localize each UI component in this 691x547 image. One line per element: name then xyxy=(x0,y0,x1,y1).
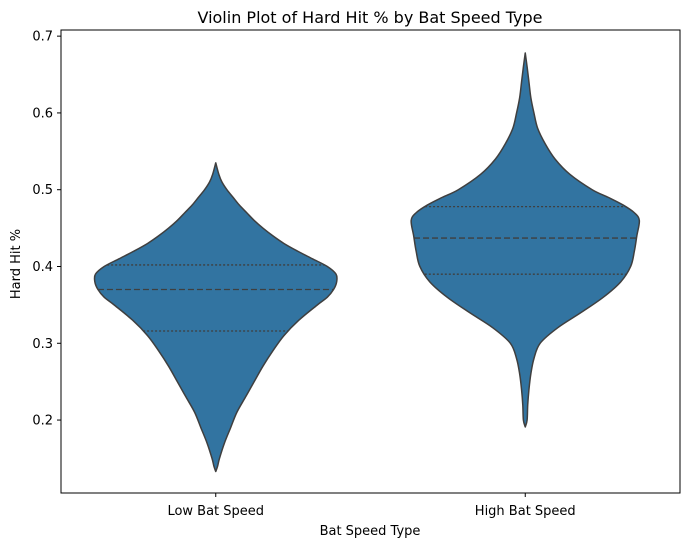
y-tick-label: 0.5 xyxy=(32,183,53,198)
violins xyxy=(93,52,641,473)
y-tick-label: 0.3 xyxy=(32,337,53,352)
chart-title: Violin Plot of Hard Hit % by Bat Speed T… xyxy=(197,8,542,27)
x-tick-label: High Bat Speed xyxy=(475,504,576,519)
y-tick-label: 0.6 xyxy=(32,106,53,121)
y-axis-label: Hard Hit % xyxy=(9,229,24,299)
y-axis: 0.2 0.3 0.4 0.5 0.6 0.7 xyxy=(32,30,61,429)
x-axis: Low Bat Speed High Bat Speed xyxy=(167,493,576,519)
y-tick-label: 0.7 xyxy=(32,30,53,45)
x-axis-label: Bat Speed Type xyxy=(320,524,421,539)
y-tick-label: 0.2 xyxy=(32,414,53,429)
violin-body xyxy=(93,162,338,473)
y-tick-label: 0.4 xyxy=(32,260,53,275)
plot-area xyxy=(60,29,681,494)
x-tick-label: Low Bat Speed xyxy=(167,504,264,519)
axes-frame xyxy=(60,29,681,494)
violin-body xyxy=(410,52,641,428)
